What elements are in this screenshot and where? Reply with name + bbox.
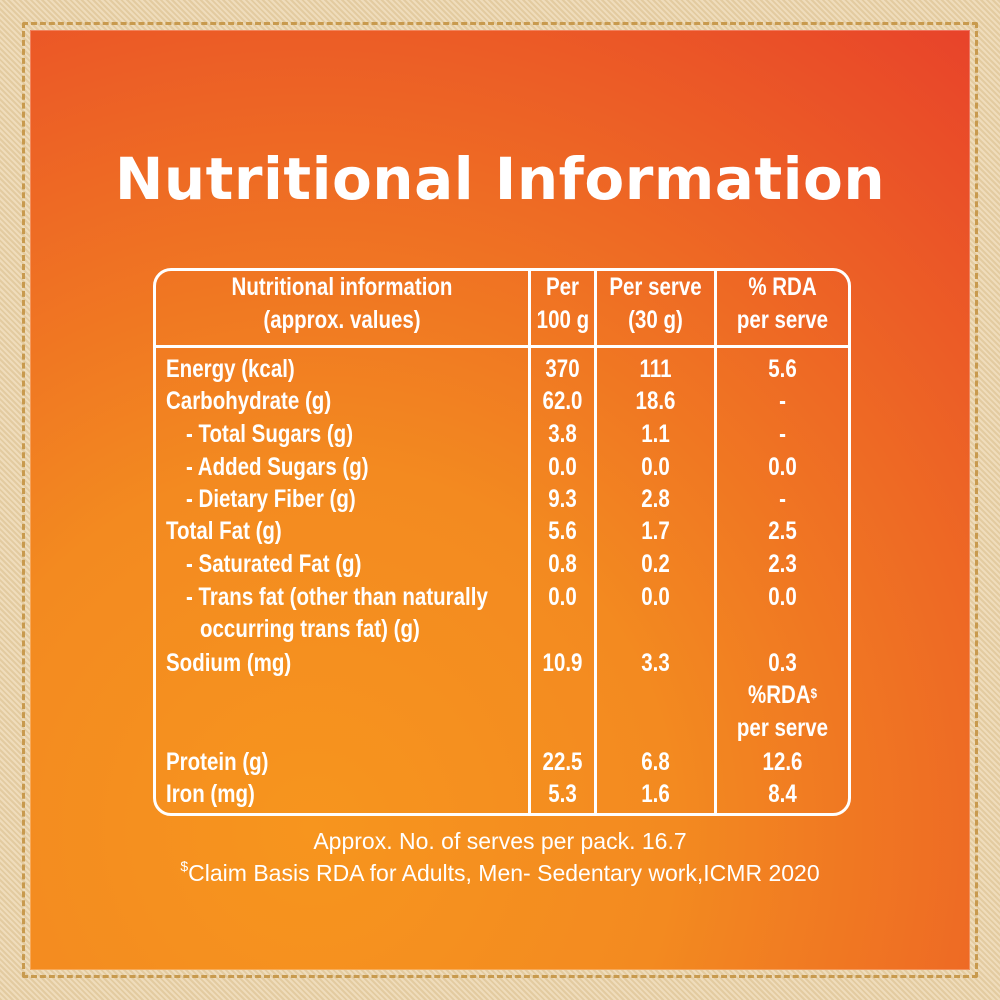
serves-per-pack: Approx. No. of serves per pack. 16.7	[313, 828, 687, 854]
row-label: - Saturated Fat (g)	[186, 550, 362, 578]
row-label: Sodium (mg)	[166, 649, 292, 677]
header-rda-line2: per serve	[736, 306, 829, 334]
row-perserve: 1.1	[641, 420, 670, 448]
row-label: - Dietary Fiber (g)	[186, 485, 356, 513]
page-title: Nutritional Information	[114, 145, 886, 213]
row-label: - Total Sugars (g)	[186, 420, 354, 448]
row-rda: -	[779, 485, 786, 513]
row-label: - Added Sugars (g)	[186, 453, 369, 481]
header-divider	[156, 345, 848, 348]
column-divider	[594, 271, 597, 813]
row-label: - Trans fat (other than naturally	[186, 583, 488, 611]
subheader-per-serve: per serve	[736, 714, 829, 742]
row-rda: 12.6	[762, 748, 803, 776]
row-per100: 0.8	[548, 550, 577, 578]
row-rda: 8.4	[768, 780, 797, 808]
row-rda: 0.3	[768, 649, 797, 677]
row-label: Total Fat (g)	[166, 517, 282, 545]
row-rda: 0.0	[768, 453, 797, 481]
column-divider	[714, 271, 717, 813]
row-per100: 5.6	[548, 517, 577, 545]
header-per100-line2: 100 g	[536, 306, 590, 334]
header-perserve-line2: (30 g)	[628, 306, 683, 334]
row-label: Iron (mg)	[166, 780, 255, 808]
row-perserve: 1.6	[641, 780, 670, 808]
row-per100: 62.0	[542, 387, 583, 415]
stitched-border	[22, 22, 978, 978]
row-perserve: 111	[639, 355, 672, 383]
row-label-continued: occurring trans fat) (g)	[200, 615, 420, 643]
row-rda: -	[779, 387, 786, 415]
row-perserve: 18.6	[635, 387, 676, 415]
row-perserve: 1.7	[641, 517, 670, 545]
header-perserve-line1: Per serve	[609, 273, 702, 301]
row-label: Energy (kcal)	[166, 355, 295, 383]
row-per100: 9.3	[548, 485, 577, 513]
header-per100-line1: Per	[545, 273, 580, 301]
row-perserve: 2.8	[641, 485, 670, 513]
row-rda: 0.0	[768, 583, 797, 611]
row-per100: 0.0	[548, 583, 577, 611]
row-per100: 0.0	[548, 453, 577, 481]
row-rda: 5.6	[768, 355, 797, 383]
subheader-rda: %RDA$	[747, 681, 818, 709]
row-per100: 370	[545, 355, 580, 383]
row-label: Carbohydrate (g)	[166, 387, 332, 415]
row-perserve: 6.8	[641, 748, 670, 776]
header-nutrient-line2: (approx. values)	[263, 306, 421, 334]
row-label: Protein (g)	[166, 748, 269, 776]
header-rda-line1: % RDA	[748, 273, 817, 301]
row-per100: 22.5	[542, 748, 583, 776]
row-per100: 3.8	[548, 420, 577, 448]
row-perserve: 3.3	[641, 649, 670, 677]
row-rda: -	[779, 420, 786, 448]
row-perserve: 0.0	[641, 453, 670, 481]
nutrition-table: Nutritional information (approx. values)…	[153, 268, 851, 816]
row-perserve: 0.2	[641, 550, 670, 578]
row-perserve: 0.0	[641, 583, 670, 611]
row-per100: 5.3	[548, 780, 577, 808]
row-rda: 2.3	[768, 550, 797, 578]
column-divider	[528, 271, 531, 813]
row-per100: 10.9	[542, 649, 583, 677]
claim-basis-note: $Claim Basis RDA for Adults, Men- Sedent…	[180, 858, 820, 886]
row-rda: 2.5	[768, 517, 797, 545]
header-nutrient-line1: Nutritional information	[231, 273, 453, 301]
